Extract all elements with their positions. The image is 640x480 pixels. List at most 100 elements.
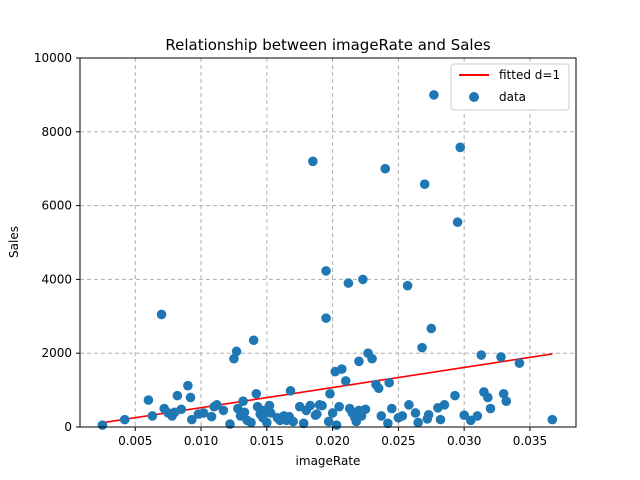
y-tick-label: 4000 [41, 272, 72, 286]
data-point [498, 388, 509, 399]
data-point [97, 420, 108, 430]
data-point [483, 392, 493, 403]
data-point [176, 404, 187, 415]
data-point [185, 392, 196, 403]
data-point [285, 386, 296, 396]
chart-title: Relationship between imageRate and Sales [165, 36, 490, 54]
data-point [206, 411, 217, 422]
data-point [439, 400, 450, 410]
data-point [298, 418, 309, 429]
data-point [376, 411, 387, 421]
data-point [384, 377, 394, 388]
data-point [183, 380, 193, 391]
y-tick-label: 10000 [34, 51, 72, 65]
data-point [429, 90, 439, 100]
data-point [218, 405, 229, 416]
data-point [312, 409, 322, 419]
data-point [358, 274, 368, 285]
data-point [198, 408, 209, 418]
data-point [340, 376, 351, 386]
x-tick-label: 0.035 [513, 434, 547, 448]
data-point [265, 408, 276, 418]
data-point [147, 411, 158, 421]
data-point [410, 408, 421, 418]
data-point [246, 417, 256, 428]
legend-label-data: data [499, 90, 526, 104]
data-point [321, 266, 331, 276]
data-point [404, 400, 414, 410]
data-point [402, 280, 413, 291]
data-point [327, 408, 338, 418]
data-point [248, 335, 259, 346]
data-point [337, 364, 347, 374]
y-tick-label: 0 [64, 420, 72, 434]
data-point [419, 179, 430, 189]
data-point [325, 388, 335, 399]
x-tick-label: 0.020 [315, 434, 349, 448]
data-point [331, 420, 342, 430]
data-point [343, 278, 354, 288]
data-point [225, 419, 235, 429]
data-point [354, 356, 364, 367]
data-point [413, 417, 423, 428]
data-point [450, 390, 460, 401]
y-tick-label: 6000 [41, 199, 72, 213]
data-point [156, 309, 167, 320]
data-point [455, 142, 466, 153]
data-point [383, 418, 393, 429]
data-point [143, 395, 154, 405]
data-point [317, 400, 327, 411]
y-axis-label: Sales [7, 226, 21, 258]
x-tick-label: 0.015 [250, 434, 284, 448]
data-point [547, 414, 558, 425]
plot-area [80, 58, 576, 427]
y-axis-ticks: 0 2000 4000 6000 8000 10000 [34, 51, 80, 434]
data-point [172, 390, 183, 401]
x-tick-label: 0.030 [447, 434, 481, 448]
data-point [380, 163, 391, 174]
data-point [373, 383, 384, 394]
x-tick-label: 0.025 [381, 434, 415, 448]
x-axis-label: imageRate [296, 454, 361, 468]
x-tick-label: 0.005 [118, 434, 152, 448]
data-point [501, 396, 512, 406]
data-point [397, 411, 408, 421]
data-point [485, 403, 496, 414]
data-point [367, 353, 377, 364]
x-tick-label: 0.010 [184, 434, 218, 448]
data-point [417, 342, 427, 353]
data-point [360, 404, 371, 415]
data-point [426, 323, 437, 334]
data-point [334, 401, 344, 412]
plot-frame [79, 57, 577, 428]
data-point [496, 352, 506, 362]
data-point [423, 410, 434, 420]
data-point [305, 400, 316, 411]
data-point [239, 407, 250, 418]
legend-marker-swatch [469, 92, 479, 102]
y-tick-label: 8000 [41, 125, 72, 139]
data-point [308, 156, 318, 167]
data-point [452, 217, 463, 228]
data-point [321, 313, 331, 323]
data-point [251, 388, 262, 399]
data-point [288, 416, 298, 427]
data-point [264, 400, 275, 411]
legend: fitted d=1 data [450, 63, 570, 111]
data-point [323, 416, 334, 427]
data-series [97, 90, 558, 430]
x-axis-ticks: 0.005 0.010 0.015 0.020 0.025 0.030 0.035 [118, 427, 547, 448]
data-point [262, 417, 272, 428]
data-point [212, 400, 222, 410]
data-point [472, 411, 483, 421]
data-point [238, 396, 248, 406]
data-point [187, 414, 197, 425]
data-point [435, 414, 446, 425]
data-point [229, 353, 239, 364]
data-point [514, 358, 525, 368]
data-point [387, 403, 397, 414]
data-point [119, 414, 130, 425]
data-point [231, 346, 242, 357]
legend-label-fitted: fitted d=1 [499, 68, 560, 82]
